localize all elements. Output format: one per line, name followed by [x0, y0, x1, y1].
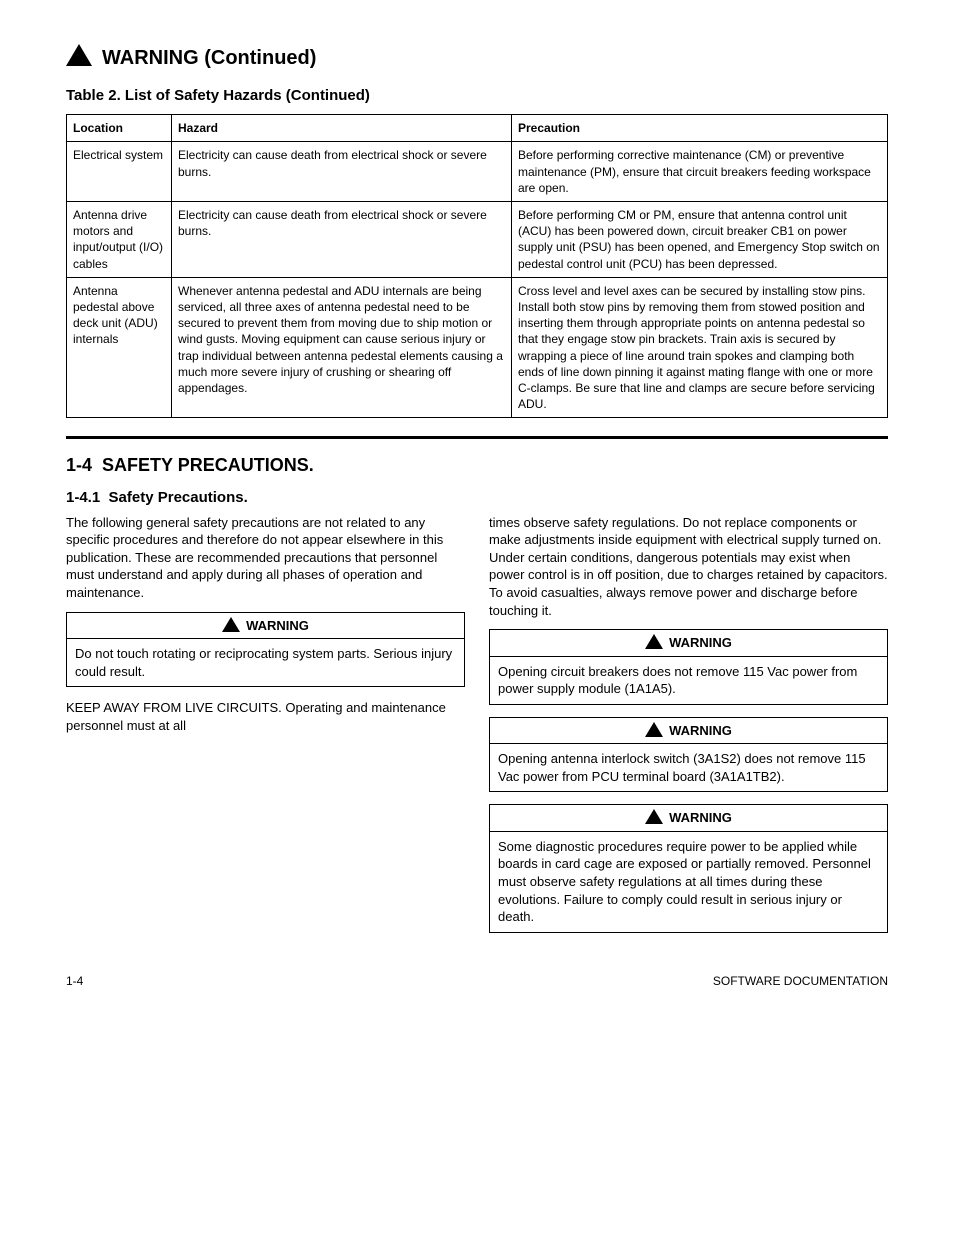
paragraph: KEEP AWAY FROM LIVE CIRCUITS. Operating …: [66, 699, 465, 734]
subsection-number: 1-4.1: [66, 489, 100, 506]
table-row: Electrical system Electricity can cause …: [67, 142, 888, 202]
warning-box-header: WARNING: [490, 805, 887, 832]
warning-box-body: Opening antenna interlock switch (3A1S2)…: [490, 744, 887, 791]
warning-box-header: WARNING: [490, 718, 887, 745]
cell-location: Antenna drive motors and input/output (I…: [67, 202, 172, 278]
warning-triangle-icon: [66, 44, 92, 66]
page-warning-header: WARNING (Continued): [66, 44, 888, 72]
cell-precaution: Cross level and level axes can be secure…: [512, 277, 888, 418]
col-location: Location: [67, 115, 172, 142]
warning-box: WARNING Opening circuit breakers does no…: [489, 629, 888, 705]
page-footer: 1-4 SOFTWARE DOCUMENTATION: [66, 973, 888, 989]
section-name-text: SAFETY PRECAUTIONS.: [102, 455, 314, 475]
warning-box-label: WARNING: [669, 723, 732, 738]
table-caption: Table 2. List of Safety Hazards (Continu…: [66, 86, 888, 106]
cell-precaution: Before performing corrective maintenance…: [512, 142, 888, 202]
warning-box-body: Some diagnostic procedures require power…: [490, 832, 887, 932]
cell-hazard: Electricity can cause death from electri…: [172, 202, 512, 278]
warning-triangle-icon: [645, 809, 663, 824]
cell-location: Antenna pedestal above deck unit (ADU) i…: [67, 277, 172, 418]
hazard-table: Location Hazard Precaution Electrical sy…: [66, 114, 888, 418]
warning-box-header: WARNING: [490, 630, 887, 657]
warning-box-header: WARNING: [67, 613, 464, 640]
table-row: Antenna drive motors and input/output (I…: [67, 202, 888, 278]
warning-box-label: WARNING: [246, 618, 309, 633]
two-column-layout: The following general safety precautions…: [66, 514, 888, 945]
table-header-row: Location Hazard Precaution: [67, 115, 888, 142]
right-column: times observe safety regulations. Do not…: [489, 514, 888, 945]
subsection-title: 1-4.1 Safety Precautions.: [66, 488, 888, 508]
section-number: 1-4: [66, 455, 92, 475]
cell-location: Electrical system: [67, 142, 172, 202]
warning-box-label: WARNING: [669, 810, 732, 825]
section-title: 1-4 SAFETY PRECAUTIONS.: [66, 453, 888, 477]
subsection-name-text: Safety Precautions.: [109, 489, 248, 506]
footer-doc-label: SOFTWARE DOCUMENTATION: [713, 973, 888, 989]
warning-triangle-icon: [645, 722, 663, 737]
table-row: Antenna pedestal above deck unit (ADU) i…: [67, 277, 888, 418]
section-separator: [66, 436, 888, 439]
col-precaution: Precaution: [512, 115, 888, 142]
paragraph: The following general safety precautions…: [66, 514, 465, 602]
warning-box: WARNING Some diagnostic procedures requi…: [489, 804, 888, 932]
warning-triangle-icon: [645, 634, 663, 649]
footer-page-number: 1-4: [66, 973, 83, 989]
cell-hazard: Whenever antenna pedestal and ADU intern…: [172, 277, 512, 418]
paragraph: times observe safety regulations. Do not…: [489, 514, 888, 619]
warning-box: WARNING Opening antenna interlock switch…: [489, 717, 888, 793]
warning-header-label: WARNING (Continued): [102, 45, 316, 72]
warning-box-label: WARNING: [669, 635, 732, 650]
warning-box: WARNING Do not touch rotating or recipro…: [66, 612, 465, 688]
left-column: The following general safety precautions…: [66, 514, 465, 945]
cell-hazard: Electricity can cause death from electri…: [172, 142, 512, 202]
warning-box-body: Do not touch rotating or reciprocating s…: [67, 639, 464, 686]
cell-precaution: Before performing CM or PM, ensure that …: [512, 202, 888, 278]
warning-box-body: Opening circuit breakers does not remove…: [490, 657, 887, 704]
warning-triangle-icon: [222, 617, 240, 632]
col-hazard: Hazard: [172, 115, 512, 142]
